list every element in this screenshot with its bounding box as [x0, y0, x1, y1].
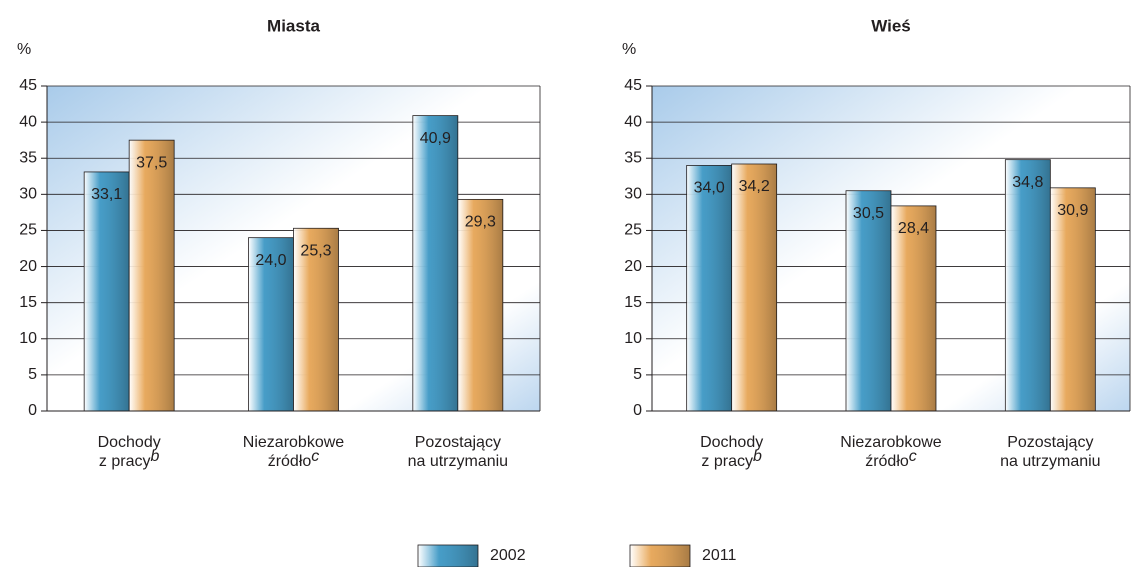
y-tick-label: 30	[624, 186, 642, 203]
y-tick-label: 5	[633, 366, 642, 383]
x-tick-label-line: Niezarobkowe	[243, 434, 344, 451]
bar-shade	[129, 140, 175, 411]
bar-shade	[846, 190, 891, 411]
x-tick-label: z pracyb	[99, 448, 160, 470]
x-tick-label: źródłoc	[268, 448, 320, 470]
bar-shade	[293, 228, 339, 411]
footnote-mark: b	[753, 448, 762, 465]
legend-swatch-shade	[418, 545, 478, 567]
x-tick-label-line: z pracy	[701, 453, 753, 470]
bar-shade	[248, 237, 294, 411]
y-tick-label: 35	[19, 149, 37, 166]
bar-shade	[686, 165, 732, 411]
legend-label: 2011	[702, 547, 737, 564]
x-tick-label-line: na utrzymaniu	[1000, 453, 1101, 470]
x-tick-label: z pracyb	[701, 448, 762, 470]
x-tick-label-line: z pracy	[99, 453, 151, 470]
chart-title: Miasta	[267, 16, 320, 35]
chart-title: Wieś	[871, 16, 911, 35]
y-tick-label: 20	[19, 258, 37, 275]
legend-swatch-shade	[630, 545, 690, 567]
x-tick-label-line: Dochody	[700, 434, 763, 451]
bar-shade	[731, 164, 777, 411]
x-tick-label: Pozostający	[1007, 434, 1093, 451]
y-tick-label: 15	[19, 294, 37, 311]
value-label: 30,5	[853, 205, 884, 222]
x-tick-label: Dochody	[700, 434, 763, 451]
footnote-mark: c	[909, 448, 917, 465]
y-tick-label: 10	[19, 330, 37, 347]
bar-shade	[84, 171, 130, 411]
x-tick-label: na utrzymaniu	[408, 453, 509, 470]
x-tick-label-line: źródło	[268, 453, 312, 470]
value-label: 25,3	[300, 242, 331, 259]
value-label: 29,3	[465, 214, 496, 231]
bar-shade	[412, 115, 458, 411]
y-tick-label: 40	[19, 113, 37, 130]
bar-shade	[1050, 187, 1096, 411]
y-tick-label: 15	[624, 294, 642, 311]
x-tick-label-line: Niezarobkowe	[840, 434, 941, 451]
value-label: 37,5	[136, 154, 167, 171]
y-tick-label: 10	[624, 330, 642, 347]
y-tick-label: 25	[624, 222, 642, 239]
value-label: 34,8	[1012, 174, 1043, 191]
bar-shade	[1005, 159, 1051, 411]
x-tick-label: Dochody	[98, 434, 161, 451]
value-label: 40,9	[420, 130, 451, 147]
x-tick-label: Pozostający	[415, 434, 501, 451]
legend-label: 2002	[490, 547, 526, 564]
value-label: 30,9	[1057, 202, 1088, 219]
value-label: 24,0	[255, 252, 286, 269]
x-tick-label: Niezarobkowe	[840, 434, 941, 451]
bar-shade	[891, 205, 936, 411]
y-tick-label: 20	[624, 258, 642, 275]
x-tick-label-line: Dochody	[98, 434, 161, 451]
x-tick-label-line: na utrzymaniu	[408, 453, 509, 470]
x-tick-label: źródłoc	[865, 448, 917, 470]
footnote-mark: c	[311, 448, 319, 465]
y-axis-label: %	[622, 41, 636, 58]
value-label: 33,1	[91, 186, 122, 203]
y-tick-label: 45	[19, 77, 37, 94]
y-tick-label: 5	[28, 366, 37, 383]
x-tick-label-line: Pozostający	[1007, 434, 1093, 451]
value-label: 34,2	[739, 178, 770, 195]
footnote-mark: b	[151, 448, 160, 465]
value-label: 34,0	[694, 180, 725, 197]
y-tick-label: 45	[624, 77, 642, 94]
y-tick-label: 30	[19, 186, 37, 203]
y-tick-label: 35	[624, 149, 642, 166]
y-tick-label: 0	[28, 402, 37, 419]
value-label: 28,4	[898, 220, 929, 237]
y-tick-label: 25	[19, 222, 37, 239]
x-tick-label: na utrzymaniu	[1000, 453, 1101, 470]
y-tick-label: 40	[624, 113, 642, 130]
y-tick-label: 0	[633, 402, 642, 419]
bar-shade	[457, 199, 503, 411]
x-tick-label: Niezarobkowe	[243, 434, 344, 451]
x-tick-label-line: Pozostający	[415, 434, 501, 451]
x-tick-label-line: źródło	[865, 453, 909, 470]
y-axis-label: %	[17, 41, 31, 58]
